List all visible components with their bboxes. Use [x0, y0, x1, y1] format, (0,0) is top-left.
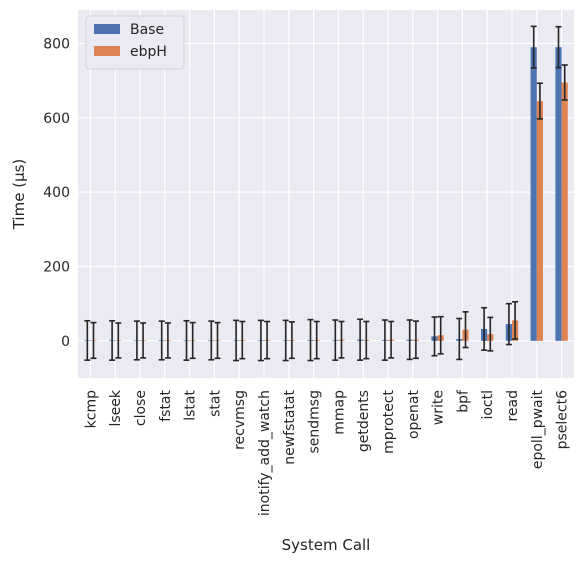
x-tick-label-pselect6: pselect6: [555, 390, 571, 449]
legend: Base ebpH: [85, 15, 185, 70]
error-bar-ebph-bpf: [462, 311, 469, 349]
error-bar-ebph-fstat: [164, 322, 171, 359]
error-bar-base-lseek: [109, 319, 116, 361]
error-bar-ebph-openat: [412, 320, 419, 360]
error-bar-base-lstat: [183, 319, 190, 361]
error-bar-ebph-lseek: [115, 322, 122, 359]
error-bar-ebph-epoll_pwait: [536, 82, 543, 120]
x-tick-label-mmap: mmap: [331, 390, 347, 435]
bar-ebph-epoll_pwait: [536, 101, 543, 341]
error-bar-ebph-ioctl: [487, 316, 494, 352]
error-bar-base-inotify_add_watch: [257, 319, 264, 362]
x-tick-label-ioctl: ioctl: [480, 390, 496, 420]
error-bar-base-newfstatat: [282, 319, 289, 362]
error-bar-ebph-sendmsg: [313, 320, 320, 360]
error-bar-base-sendmsg: [307, 318, 314, 362]
error-bar-ebph-mprotect: [388, 320, 395, 359]
x-tick-label-kcmp: kcmp: [83, 390, 99, 428]
y-tick-label: 0: [61, 334, 70, 350]
error-bar-ebph-close: [140, 322, 147, 359]
error-bar-base-ioctl: [481, 306, 488, 351]
error-bar-ebph-write: [437, 315, 444, 355]
legend-label-ebph: ebpH: [130, 44, 167, 60]
error-bar-ebph-recvmsg: [239, 320, 246, 360]
y-tick-labels: 0 200 400 600 800: [43, 36, 70, 349]
error-bar-ebph-inotify_add_watch: [264, 320, 271, 360]
x-tick-labels: kcmp lseek close fstat lstat stat recvmsg inoti…: [83, 389, 570, 516]
error-bar-base-stat: [208, 320, 215, 361]
x-tick-label-mprotect: mprotect: [381, 389, 397, 453]
x-tick-label-openat: openat: [406, 389, 422, 439]
x-tick-label-recvmsg: recvmsg: [232, 390, 248, 450]
legend-swatch-ebph: [94, 46, 120, 56]
x-tick-label-inotify_add_watch: inotify_add_watch: [257, 390, 273, 516]
x-tick-label-epoll_pwait: epoll_pwait: [530, 389, 546, 469]
error-bar-ebph-stat: [214, 321, 221, 360]
x-tick-label-stat: stat: [207, 389, 223, 416]
error-bar-base-openat: [406, 319, 413, 361]
bar-base-epoll_pwait: [530, 47, 537, 341]
error-bar-base-close: [133, 320, 140, 361]
error-bar-base-write: [431, 316, 438, 357]
error-bar-base-kcmp: [84, 319, 91, 361]
error-bar-base-epoll_pwait: [530, 25, 537, 69]
x-tick-label-bpf: bpf: [455, 389, 471, 413]
error-bar-base-getdents: [357, 318, 364, 361]
error-bar-base-bpf: [456, 317, 463, 361]
x-tick-label-fstat: fstat: [158, 389, 174, 421]
legend-swatch-base: [94, 24, 120, 34]
error-bar-base-fstat: [158, 320, 165, 361]
error-bar-base-read: [505, 302, 512, 346]
bar-ebph-pselect6: [561, 82, 568, 341]
x-axis-label: System Call: [282, 536, 371, 554]
gridlines: [78, 10, 574, 378]
error-bar-ebph-getdents: [363, 320, 370, 360]
x-tick-label-close: close: [133, 390, 149, 426]
y-tick-label: 400: [43, 185, 70, 201]
legend-label-base: Base: [130, 22, 164, 38]
error-bar-ebph-kcmp: [90, 321, 97, 360]
error-bars: [84, 25, 568, 362]
error-bar-base-recvmsg: [233, 319, 240, 362]
bar-base-pselect6: [555, 47, 562, 341]
y-axis-label: Time (μs): [10, 159, 28, 231]
error-bar-ebph-mmap: [338, 320, 345, 359]
error-bar-ebph-lstat: [189, 321, 196, 360]
x-tick-label-lstat: lstat: [183, 389, 199, 420]
y-tick-label: 800: [43, 36, 70, 52]
x-tick-label-getdents: getdents: [356, 390, 372, 452]
error-bar-ebph-pselect6: [561, 64, 568, 101]
error-bar-base-mprotect: [381, 319, 388, 361]
y-tick-label: 200: [43, 259, 70, 275]
error-bar-base-pselect6: [555, 25, 562, 69]
x-tick-label-write: write: [431, 390, 447, 425]
error-bar-ebph-newfstatat: [288, 321, 295, 360]
error-bar-base-mmap: [332, 319, 339, 361]
x-tick-label-newfstatat: newfstatat: [282, 390, 298, 465]
x-tick-label-sendmsg: sendmsg: [307, 390, 323, 454]
x-tick-label-lseek: lseek: [108, 389, 124, 426]
x-tick-label-read: read: [505, 390, 521, 422]
y-tick-label: 600: [43, 111, 70, 127]
error-bar-ebph-read: [512, 300, 519, 340]
